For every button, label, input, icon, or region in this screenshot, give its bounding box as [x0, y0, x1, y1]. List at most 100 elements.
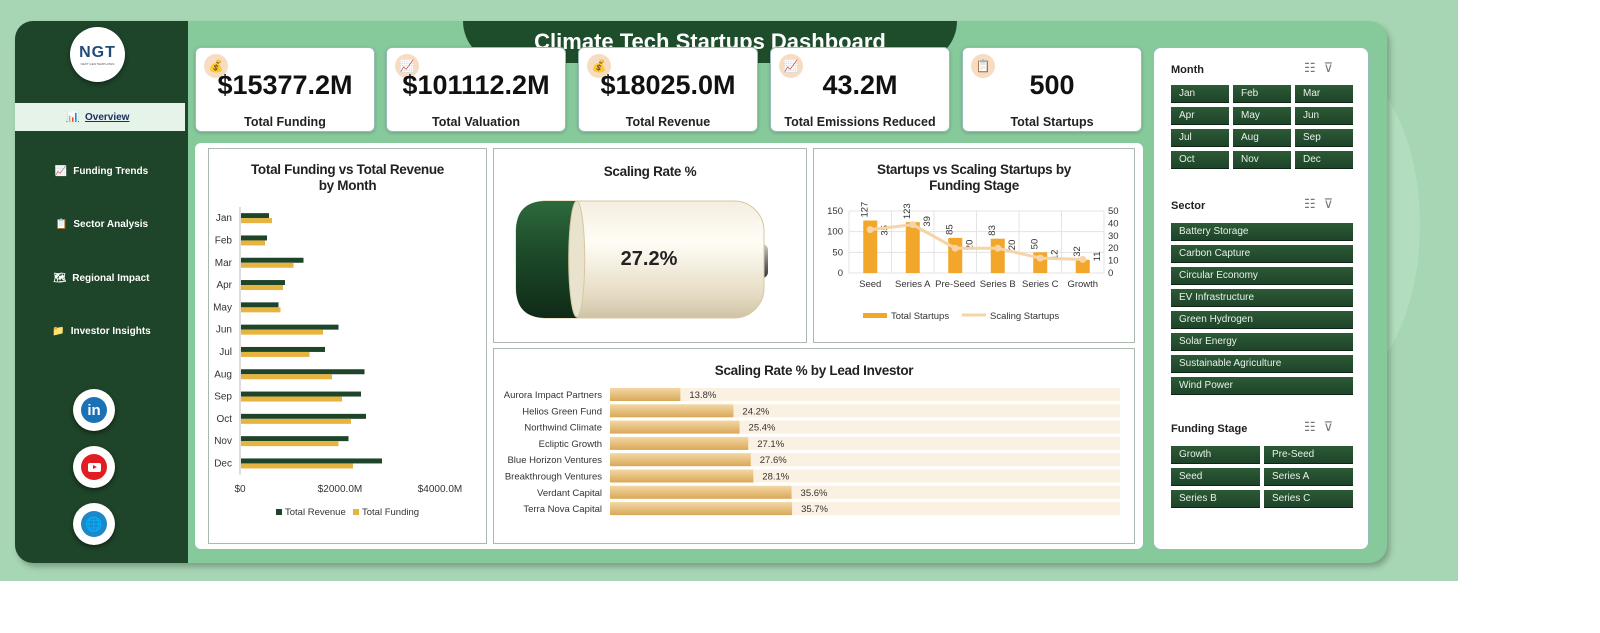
tick-label: Seed — [859, 279, 881, 290]
line-point — [951, 244, 959, 252]
slicer-item-sector[interactable]: Circular Economy — [1171, 267, 1353, 285]
kpi-value: $101112.2M — [402, 70, 550, 100]
bar-scaling-rate — [610, 420, 740, 434]
bar-funding — [241, 240, 265, 246]
bar-revenue — [241, 436, 349, 442]
multi-select-icon[interactable]: ☷ — [1304, 60, 1324, 75]
linkedin-button[interactable]: in — [73, 389, 115, 431]
bar-revenue — [241, 235, 267, 241]
bar-scaling-rate — [610, 469, 754, 483]
slicer-title-sector: Sector — [1171, 200, 1206, 212]
nav-funding-trends[interactable]: 📈 Funding Trends — [15, 157, 188, 185]
multi-select-icon[interactable]: ☷ — [1304, 419, 1324, 434]
battery-fill-edge — [568, 200, 586, 318]
clear-filter-icon[interactable]: ⊽ — [1323, 196, 1342, 211]
slicer-item-stage[interactable]: Growth — [1171, 446, 1260, 464]
slicer-item-sector[interactable]: Green Hydrogen — [1171, 311, 1353, 329]
tick-label: Verdant Capital — [537, 488, 602, 499]
logo: NGT NEXT GEN TEMPLATES — [70, 27, 125, 82]
battery-fill — [516, 201, 577, 318]
slicer-item-month[interactable]: May — [1233, 107, 1291, 125]
bar-funding — [241, 262, 294, 268]
bar-data-label: 50 — [1029, 239, 1040, 250]
slicer-item-sector[interactable]: Battery Storage — [1171, 223, 1353, 241]
slicer-item-sector[interactable]: Wind Power — [1171, 377, 1353, 395]
tick-label: May — [213, 302, 232, 313]
chart-scaling-rate: Scaling Rate % 27.2% — [493, 148, 807, 343]
slicer-item-month[interactable]: Nov — [1233, 151, 1291, 169]
stage-combo-chart: 1501005005040302010012735Seed12339Series… — [827, 202, 1119, 322]
slicer-item-stage[interactable]: Series B — [1171, 490, 1260, 508]
bar-data-label: 123 — [902, 203, 913, 219]
nav-label: Sector Analysis — [73, 218, 149, 230]
slicer-item-month[interactable]: Jun — [1295, 107, 1353, 125]
nav-regional-impact[interactable]: 🗺 Regional Impact — [15, 264, 188, 292]
slicer-item-stage[interactable]: Pre-Seed — [1264, 446, 1353, 464]
bar-revenue — [241, 324, 339, 330]
bar-total-startups — [948, 237, 963, 273]
slicer-item-stage[interactable]: Series A — [1264, 468, 1353, 486]
sidebar: NGT NEXT GEN TEMPLATES 📊 Overview 📈 Fund… — [15, 21, 188, 563]
slicer-item-month[interactable]: Oct — [1171, 151, 1229, 169]
logo-text: NGT — [79, 43, 116, 61]
tick-label: 30 — [1108, 231, 1119, 242]
nav-sector-analysis[interactable]: 📋 Sector Analysis — [15, 210, 188, 238]
bar-data-label: 27.1% — [757, 439, 784, 450]
logo-subtext: NEXT GEN TEMPLATES — [80, 61, 115, 66]
website-button[interactable]: 🌐 — [73, 503, 115, 545]
bar-funding — [241, 418, 351, 424]
slicer-item-month[interactable]: Feb — [1233, 85, 1291, 103]
bar-revenue — [241, 302, 279, 308]
nav-investor-insights[interactable]: 📁 Investor Insights — [15, 317, 188, 345]
slicer-item-month[interactable]: Dec — [1295, 151, 1353, 169]
slicer-item-month[interactable]: Sep — [1295, 129, 1353, 147]
clear-filter-icon[interactable]: ⊽ — [1323, 419, 1342, 434]
tick-label: Northwind Climate — [524, 423, 602, 434]
tick-label: Feb — [215, 235, 233, 246]
slicer-item-stage[interactable]: Seed — [1171, 468, 1260, 486]
chart-investor-scaling: Scaling Rate % by Lead Investor Aurora I… — [493, 348, 1135, 544]
nav-overview[interactable]: 📊 Overview — [15, 103, 185, 131]
trend-chart-icon: 📈 — [395, 54, 419, 78]
slicer-item-sector[interactable]: Sustainable Agriculture — [1171, 355, 1353, 373]
bar-revenue — [241, 369, 365, 375]
bar-data-label: 85 — [944, 224, 955, 235]
bar-total-startups — [905, 222, 920, 273]
tick-label: 0 — [1108, 268, 1113, 279]
tick-label: Growth — [1067, 279, 1098, 290]
slicer-sector-controls: ☷⊽ — [1304, 196, 1341, 212]
slicer-item-month[interactable]: Jul — [1171, 129, 1229, 147]
line-point — [1036, 254, 1044, 262]
line-point — [1079, 255, 1087, 263]
slicer-item-stage[interactable]: Series C — [1264, 490, 1353, 508]
tick-label: Series B — [980, 279, 1016, 290]
slicer-item-sector[interactable]: Solar Energy — [1171, 333, 1353, 351]
bar-revenue — [241, 257, 304, 263]
tick-label: Jun — [216, 325, 232, 336]
bar-funding — [241, 351, 310, 357]
kpi-card-total-funding: 💰 $15377.2M Total Funding — [195, 47, 375, 132]
slicer-item-month[interactable]: Apr — [1171, 107, 1229, 125]
slicer-item-sector[interactable]: Carbon Capture — [1171, 245, 1353, 263]
slicer-item-month[interactable]: Jan — [1171, 85, 1229, 103]
chart-title: by Month — [318, 178, 377, 193]
slicer-item-month[interactable]: Aug — [1233, 129, 1291, 147]
line-chart-icon: 📈 — [54, 165, 68, 177]
chart-funding-vs-revenue: Total Funding vs Total Revenue by Month … — [208, 148, 487, 544]
kpi-value: 500 — [1029, 70, 1075, 100]
investor-bar-chart: Aurora Impact Partners 13.8% Helios Green … — [504, 388, 1120, 516]
clear-filter-icon[interactable]: ⊽ — [1323, 60, 1342, 75]
tick-label: Jul — [219, 347, 232, 358]
legend-label: Total Revenue — [285, 507, 346, 518]
youtube-button[interactable] — [73, 446, 115, 488]
tick-label: 100 — [827, 227, 843, 238]
tick-label: Jan — [216, 213, 232, 224]
slicer-item-month[interactable]: Mar — [1295, 85, 1353, 103]
multi-select-icon[interactable]: ☷ — [1304, 196, 1324, 211]
kpi-card-total-emissions: 📈 43.2M Total Emissions Reduced — [770, 47, 950, 132]
line-point — [866, 226, 874, 234]
kpi-card-total-startups: 📋 500 Total Startups — [962, 47, 1142, 132]
legend-label: Total Funding — [362, 507, 419, 518]
slicer-item-sector[interactable]: EV Infrastructure — [1171, 289, 1353, 307]
bar-revenue — [241, 346, 325, 352]
